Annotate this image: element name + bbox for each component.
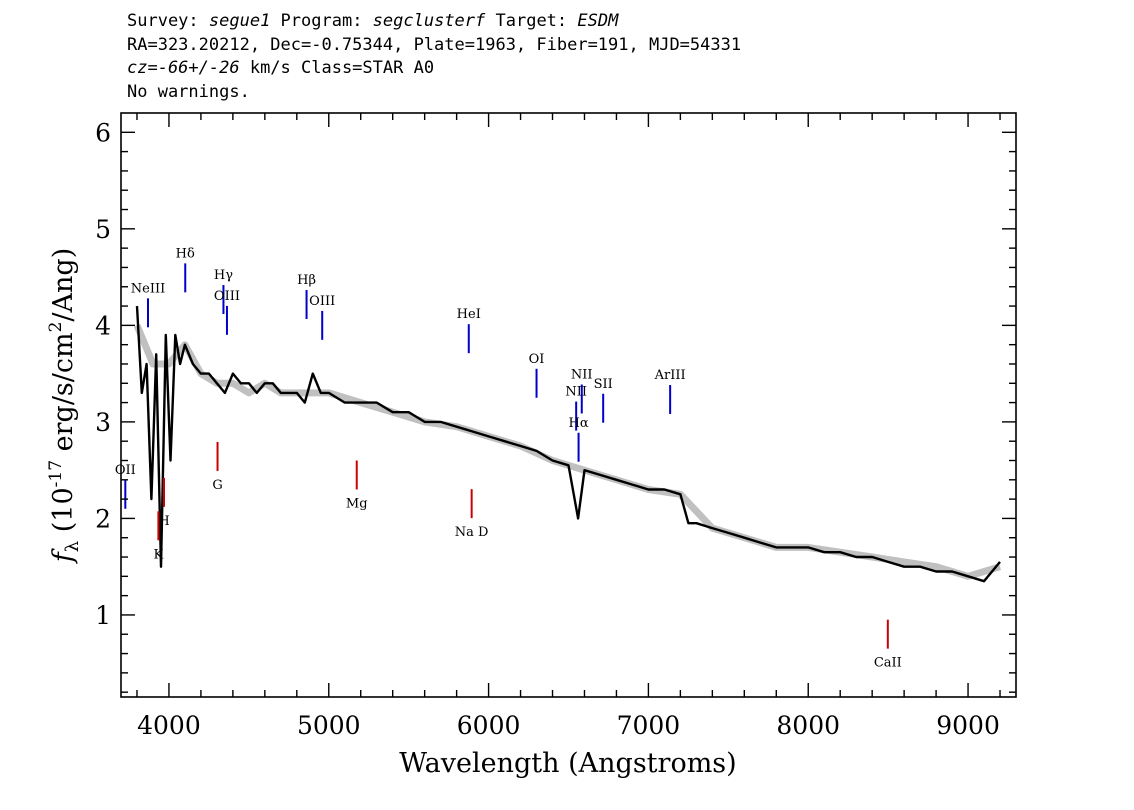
y-tick-label: 4 [95, 311, 111, 340]
emission-line-label: NeIII [131, 281, 165, 296]
emission-line-label: SII [594, 377, 613, 392]
spectrum-series-line [135, 306, 1001, 583]
emission-line-label: NII [571, 367, 593, 382]
x-tick-label: 4000 [137, 711, 201, 740]
x-tick-label: 5000 [297, 711, 361, 740]
emission-line-label: NII [565, 385, 587, 400]
header-line-2: RA=323.20212, Dec=-0.75344, Plate=1963, … [127, 34, 742, 55]
y-tick-label: 1 [95, 601, 111, 630]
x-tick-label: 9000 [936, 711, 1000, 740]
emission-line-label: OI [529, 352, 545, 367]
noise-series-line [133, 324, 1002, 580]
absorption-line-label: H [158, 514, 169, 529]
line-markers: OIINeIIIHδHγOIIIHβOIIIHeIOINIIHαNIISIIAr… [115, 246, 902, 670]
y-axis-label: fλ (10-17 erg/s/cm2/Ang) [46, 248, 83, 564]
plot-frame [120, 112, 1017, 698]
header-line-3: cz=-66+/-26 km/s Class=STAR A0 [127, 58, 435, 78]
emission-line-label: Hδ [176, 246, 195, 261]
emission-line-label: OIII [309, 294, 335, 309]
emission-line-label: HeI [457, 307, 481, 322]
y-tick-label: 5 [95, 215, 111, 244]
x-tick-label: 8000 [776, 711, 840, 740]
svg-text:fλ (10-17 erg/s/cm2/Ang): fλ (10-17 erg/s/cm2/Ang) [46, 248, 83, 564]
y-tick-label: 3 [95, 408, 111, 437]
emission-line-label: OII [115, 463, 136, 478]
emission-line-label: Hα [569, 416, 589, 431]
emission-line-label: ArIII [654, 368, 686, 383]
emission-line-label: OIII [214, 289, 240, 304]
axis-ticks: 4000 5000 6000 7000 8000 9000 1 2 3 4 5 6 [95, 113, 1016, 740]
emission-line-label: Hγ [214, 268, 233, 283]
spectrum-layer [135, 306, 1001, 583]
y-tick-label: 2 [95, 504, 111, 533]
absorption-line-label: CaII [874, 656, 902, 671]
absorption-line-label: G [212, 478, 222, 493]
x-axis-label: Wavelength (Angstroms) [399, 748, 736, 779]
y-tick-label: 6 [95, 118, 111, 147]
header-line-1: Survey: segue1 Program: segclusterf Targ… [127, 11, 619, 31]
emission-line-label: Hβ [297, 273, 316, 288]
absorption-line-label: Na D [455, 525, 489, 540]
x-tick-label: 6000 [457, 711, 521, 740]
spectrum-header: Survey: segue1 Program: segclusterf Targ… [127, 10, 741, 104]
absorption-line-label: Mg [346, 496, 368, 511]
x-tick-label: 7000 [617, 711, 681, 740]
absorption-line-label: K [154, 547, 164, 562]
noise-layer [133, 324, 1002, 580]
header-line-4: No warnings. [127, 81, 250, 102]
